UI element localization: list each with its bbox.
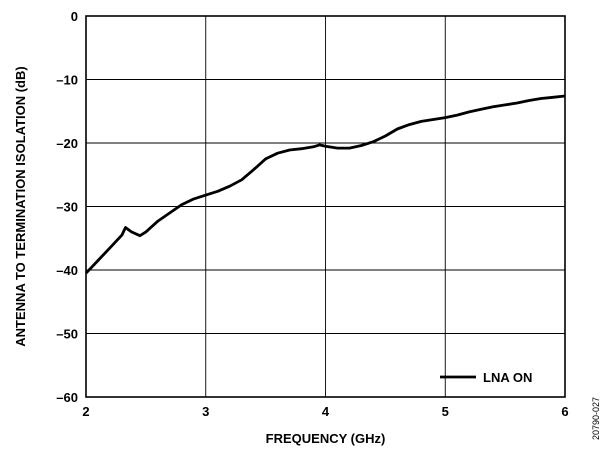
y-tick-label: –20 (56, 136, 78, 151)
x-tick-label: 2 (82, 404, 89, 419)
y-tick-label: 0 (71, 9, 78, 24)
grid-lines (86, 16, 565, 397)
tick-labels: 2 3 4 5 6 0 –10 –20 –30 –40 –50 –60 (56, 9, 568, 419)
x-axis-title: FREQUENCY (GHz) (266, 431, 386, 446)
plot-frame (85, 15, 566, 398)
y-tick-label: –10 (56, 73, 78, 88)
legend: LNA ON (440, 370, 532, 385)
x-tick-label: 4 (322, 404, 330, 419)
x-tick-label: 3 (202, 404, 209, 419)
figure-id: 20790-027 (591, 397, 601, 440)
y-tick-label: –60 (56, 390, 78, 405)
y-axis-title: ANTENNA TO TERMINATION ISOLATION (dB) (13, 66, 28, 346)
series-line-lna-on (84, 94, 566, 275)
y-tick-label: –40 (56, 263, 78, 278)
y-tick-label: –50 (56, 327, 78, 342)
y-tick-label: –30 (56, 200, 78, 215)
x-tick-label: 6 (561, 404, 568, 419)
legend-label-lna-on: LNA ON (483, 370, 532, 385)
x-tick-label: 5 (442, 404, 449, 419)
